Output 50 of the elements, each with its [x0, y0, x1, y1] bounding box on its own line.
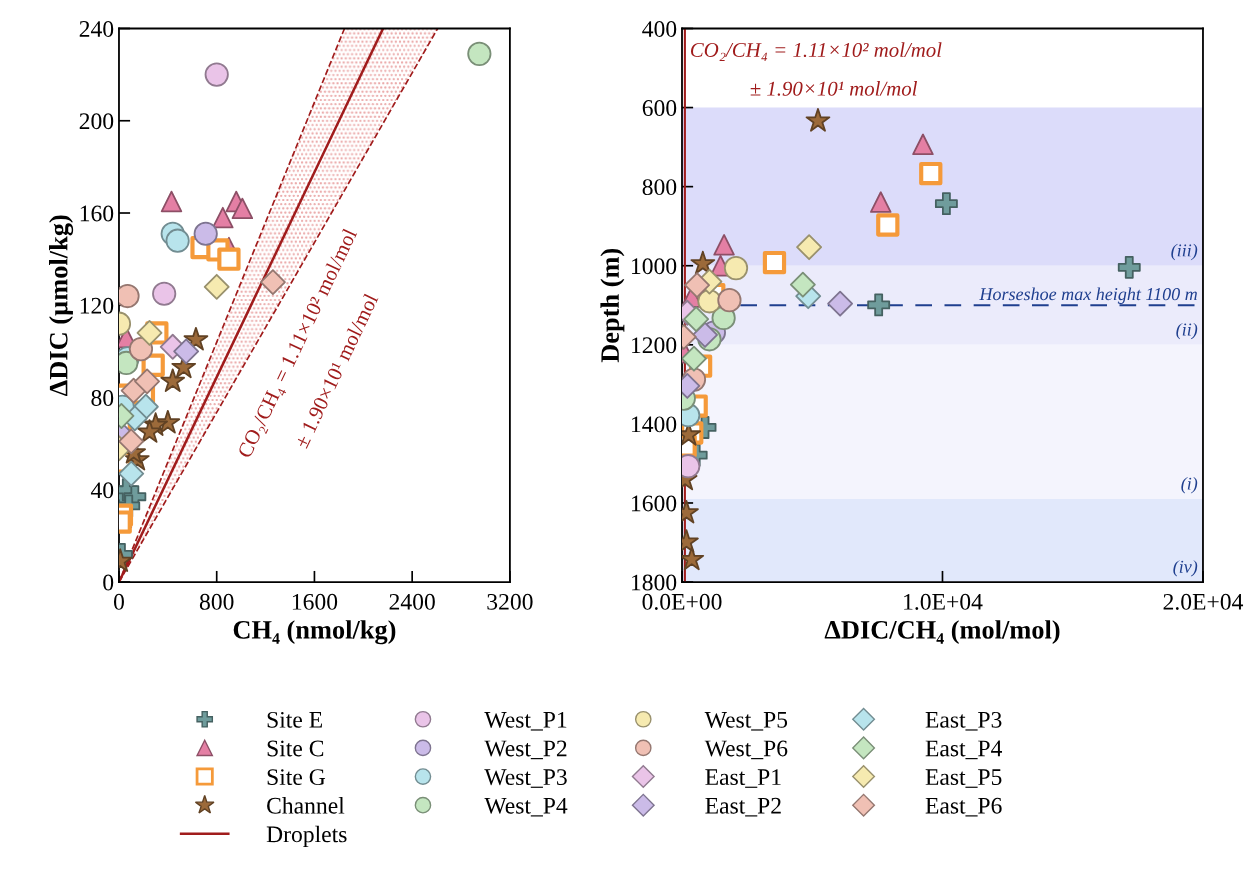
legend-label: Site G: [267, 769, 326, 786]
y-tick-label: 80: [91, 390, 114, 406]
x-tick-label: 1600: [292, 593, 338, 610]
x-tick-label: 3200: [487, 593, 533, 610]
y-tick-label: 400: [642, 20, 677, 37]
legend-label: East_P6: [925, 797, 1002, 817]
x-tick-label: 1.0E+04: [904, 593, 983, 610]
x-tick-label: 800: [199, 593, 234, 610]
y-tick-label: 1800: [631, 574, 677, 591]
y-tick-label: 1400: [631, 416, 677, 433]
x-tick-label: 2400: [389, 593, 435, 610]
legend-label: East_P3: [925, 711, 1002, 731]
band-label: (i): [1181, 477, 1198, 494]
ref-line-label: Horseshoe max height 1100 m: [979, 287, 1197, 304]
legend-label: West_P1: [484, 711, 567, 731]
band-label: (ii): [1176, 322, 1198, 340]
legend-label: Site E: [267, 711, 322, 728]
legend-label: East_P5: [925, 769, 1002, 788]
legend-label: West_P3: [484, 769, 567, 788]
y-tick-label: 40: [90, 482, 114, 499]
legend-label: West_P5: [704, 712, 788, 731]
y-tick-label: 160: [80, 205, 114, 222]
band-label: (iii): [1171, 243, 1198, 261]
annotation: ± 1.90×10¹ mol/mol: [750, 81, 918, 96]
y-tick-label: 120: [80, 297, 114, 314]
x-tick-label: 2.0E+04: [1163, 593, 1244, 610]
y-tick-label: 1000: [631, 258, 677, 275]
legend-label: East_P4: [925, 740, 1002, 760]
y-tick-label: 1200: [631, 337, 677, 354]
y-tick-label: 1600: [631, 495, 677, 512]
y-axis-title: Depth (m): [600, 248, 625, 363]
x-axis-title: ΔDIC/CH₄ (mol/mol): [824, 620, 1060, 645]
y-tick-label: 800: [642, 179, 677, 196]
x-tick-label: 0.0E+00: [642, 593, 722, 610]
legend-label: Droplets: [266, 825, 347, 848]
legend-label: Site C: [267, 740, 324, 757]
y-tick-label: 0: [103, 574, 114, 591]
y-tick-label: 240: [79, 20, 114, 37]
y-tick-label: 600: [642, 100, 677, 116]
legend-label: East_P1: [705, 769, 781, 788]
legend-label: West_P6: [704, 740, 788, 760]
y-axis-title: ΔDIC (µmol/kg): [49, 215, 74, 396]
legend-label: West_P4: [484, 797, 568, 817]
x-axis-title: CH₄ (nmol/kg): [233, 620, 396, 645]
band-label: (iv): [1173, 560, 1198, 577]
annotation: CO₂/CH₄ = 1.11×10² mol/mol: [690, 42, 942, 62]
legend-label: Channel: [267, 797, 345, 814]
legend-label: West_P2: [484, 740, 567, 760]
y-tick-label: 200: [79, 113, 114, 130]
legend-label: East_P2: [705, 797, 781, 817]
